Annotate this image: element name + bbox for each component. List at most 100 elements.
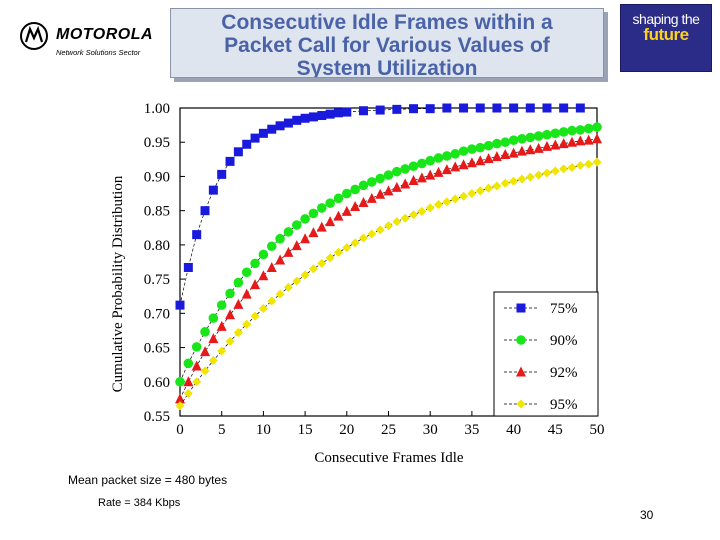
data-point <box>200 327 210 337</box>
data-point <box>183 376 194 387</box>
x-tick-label: 15 <box>298 422 313 438</box>
legend-marker <box>516 366 526 377</box>
data-point <box>475 186 485 196</box>
data-point <box>292 276 302 286</box>
data-point <box>458 146 469 156</box>
data-point <box>566 136 577 147</box>
data-point <box>475 142 486 153</box>
data-point <box>242 139 252 149</box>
legend-label: 92% <box>550 365 578 381</box>
data-point <box>367 229 377 239</box>
rate-note: Rate = 384 Kbps <box>98 497 181 509</box>
data-point <box>409 104 419 114</box>
data-point <box>275 121 285 131</box>
data-point <box>300 214 310 224</box>
data-point <box>342 188 352 199</box>
data-point <box>525 172 535 182</box>
data-point <box>350 201 361 212</box>
data-point <box>484 183 494 193</box>
data-point <box>584 159 594 169</box>
data-point <box>275 289 285 299</box>
data-point <box>541 140 552 151</box>
data-point <box>241 267 252 278</box>
data-point <box>491 151 502 162</box>
data-point <box>292 115 302 125</box>
data-point <box>175 300 185 310</box>
data-point <box>425 104 435 114</box>
data-point <box>558 127 569 137</box>
data-point <box>542 129 552 140</box>
data-point <box>200 366 210 376</box>
data-point <box>300 270 310 280</box>
data-point <box>291 240 302 251</box>
data-point <box>550 139 561 150</box>
data-point <box>208 356 218 366</box>
data-point <box>525 132 536 143</box>
data-point <box>266 261 277 272</box>
data-point <box>317 258 327 268</box>
data-point <box>533 142 544 153</box>
y-tick-label: 0.90 <box>144 169 170 185</box>
y-tick-label: 0.55 <box>144 409 170 425</box>
data-point <box>208 333 219 344</box>
data-point <box>508 147 519 158</box>
data-point <box>400 164 410 174</box>
data-point <box>291 220 302 230</box>
data-point <box>492 103 502 113</box>
data-point <box>358 196 369 207</box>
data-point <box>308 264 318 274</box>
data-point <box>316 221 327 232</box>
data-point <box>325 216 336 227</box>
data-point <box>308 208 319 219</box>
data-point <box>409 210 419 220</box>
data-point <box>358 106 368 116</box>
data-point <box>500 137 511 148</box>
data-point <box>458 159 469 170</box>
data-point <box>241 288 252 299</box>
data-point <box>175 376 185 387</box>
series-layer <box>175 103 602 411</box>
series-line <box>179 107 581 306</box>
data-point <box>459 103 469 113</box>
data-point <box>242 319 252 329</box>
data-point <box>233 277 244 288</box>
data-point <box>216 300 227 310</box>
title-line-1: Consecutive Idle Frames within a <box>221 11 553 34</box>
data-point <box>550 166 560 176</box>
data-point <box>308 227 319 238</box>
legend-box <box>493 291 599 417</box>
y-tick-label: 0.60 <box>144 375 170 391</box>
data-point <box>575 103 585 113</box>
x-tick-label: 10 <box>256 422 271 438</box>
slide-title-box: Consecutive Idle Frames within a Packet … <box>170 8 604 78</box>
data-point <box>408 175 419 186</box>
data-point <box>342 243 352 253</box>
data-point <box>550 128 561 139</box>
brand-name: MOTOROLA <box>56 26 154 43</box>
data-point <box>208 313 219 323</box>
data-point <box>583 134 594 145</box>
data-point <box>517 134 527 144</box>
y-tick-label: 0.75 <box>144 272 170 288</box>
legend-marker <box>516 335 526 345</box>
data-point <box>367 177 377 187</box>
data-point <box>467 189 477 199</box>
data-point <box>366 192 377 203</box>
motorola-logo: MOTOROLA Network Solutions Sector <box>20 22 160 62</box>
y-tick-label: 0.80 <box>144 238 170 254</box>
data-point <box>300 233 311 244</box>
data-point <box>400 178 411 189</box>
y-tick-label: 0.65 <box>144 341 170 357</box>
data-point <box>592 122 602 132</box>
data-point <box>492 181 502 191</box>
data-point <box>175 393 185 404</box>
data-point <box>250 279 261 290</box>
data-point <box>391 181 402 192</box>
data-point <box>392 104 402 114</box>
data-point <box>308 112 318 122</box>
x-tick-label: 40 <box>506 422 521 438</box>
data-point <box>525 144 536 155</box>
legend-marker <box>516 303 526 313</box>
data-point <box>392 166 402 177</box>
data-point <box>442 151 452 161</box>
